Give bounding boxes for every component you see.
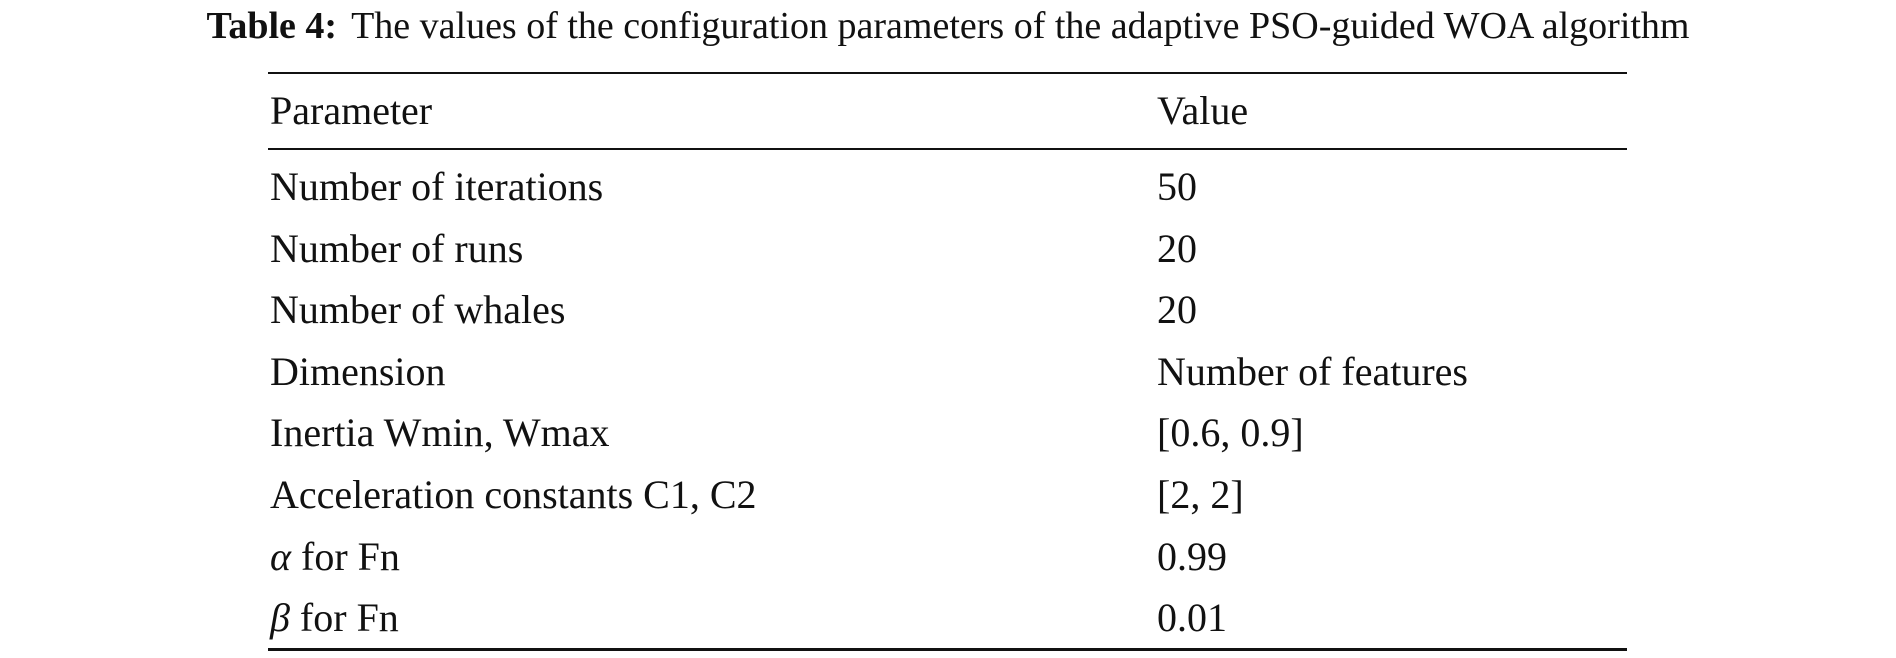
value-cell: [0.6, 0.9] bbox=[1157, 410, 1304, 456]
header-rule bbox=[268, 148, 1627, 150]
parameter-cell: Number of whales bbox=[270, 287, 566, 333]
bottom-rule bbox=[268, 648, 1627, 651]
caption-label: Table 4: bbox=[206, 5, 338, 47]
parameter-cell: α for Fn bbox=[270, 533, 400, 579]
value-cell: 20 bbox=[1157, 287, 1197, 333]
caption-text: The values of the configuration paramete… bbox=[351, 5, 1690, 47]
parameter-cell: Number of runs bbox=[270, 225, 524, 271]
value-cell: [2, 2] bbox=[1157, 472, 1244, 517]
header-cell: Parameter bbox=[270, 88, 433, 133]
parameter-cell: Dimension bbox=[270, 348, 446, 394]
value-cell: 50 bbox=[1157, 164, 1197, 209]
caption: Table 4: The values of the configuration … bbox=[0, 4, 1896, 48]
value-cell: Number of features bbox=[1157, 348, 1468, 394]
top-rule bbox=[268, 72, 1627, 74]
value-cell: 20 bbox=[1157, 225, 1197, 271]
parameter-cell: Inertia Wmin, Wmax bbox=[270, 410, 610, 456]
value-cell: 0.01 bbox=[1157, 595, 1227, 641]
parameter-cell: Number of iterations bbox=[270, 164, 604, 209]
value-cell: 0.99 bbox=[1157, 533, 1227, 579]
parameter-cell: Acceleration constants C1, C2 bbox=[270, 472, 757, 517]
parameter-cell: β for Fn bbox=[270, 595, 399, 641]
header-cell: Value bbox=[1157, 88, 1249, 133]
